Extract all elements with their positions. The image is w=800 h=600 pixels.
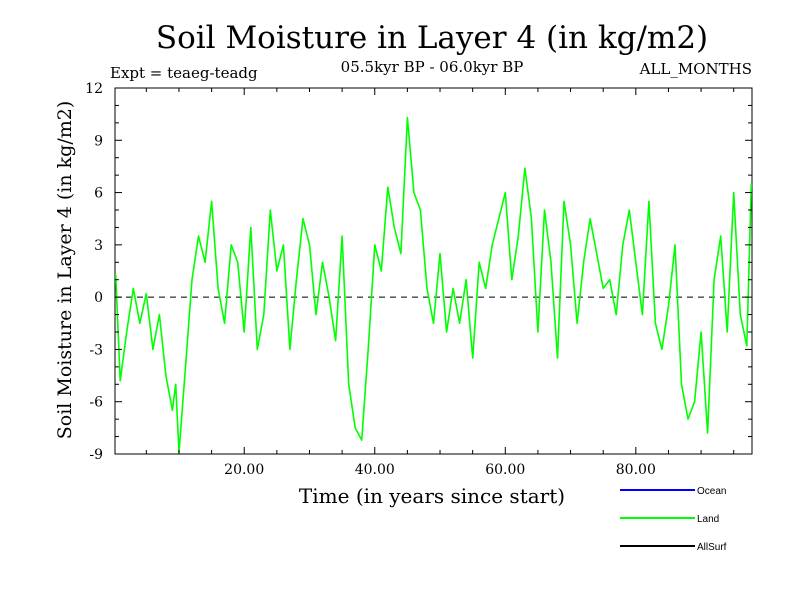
x-axis-label: Time (in years since start) (299, 484, 565, 508)
x-axis-ticks: 20.00 40.00 60.00 80.00 (145, 88, 735, 478)
series-line-land (114, 116, 753, 454)
y-tick-label: 3 (94, 238, 103, 254)
y-tick-label: -6 (89, 395, 103, 411)
x-tick-label: 60.00 (485, 462, 525, 478)
y-tick-label: 12 (85, 81, 103, 97)
plot-frame (114, 87, 753, 455)
chart-title: Soil Moisture in Layer 4 (in kg/m2) (156, 20, 708, 56)
legend-label-land: Land (697, 514, 719, 525)
expt-label: Expt = teaeg-teadg (110, 64, 258, 82)
chart-subtitle: 05.5kyr BP - 06.0kyr BP (341, 58, 524, 76)
series-group (114, 116, 753, 454)
plot-area (114, 87, 753, 455)
x-tick-label: 80.00 (616, 462, 656, 478)
legend-label-ocean: Ocean (697, 486, 726, 497)
y-tick-label: 9 (94, 133, 103, 149)
y-tick-label: -3 (89, 342, 103, 358)
y-axis-label: Soil Moisture in Layer 4 (in kg/m2) (54, 101, 76, 440)
x-tick-label: 20.00 (224, 462, 264, 478)
months-label: ALL_MONTHS (639, 60, 752, 78)
y-tick-label: 0 (94, 290, 103, 306)
y-tick-label: 6 (94, 186, 103, 202)
legend-label-allsurf: AllSurf (697, 542, 727, 553)
legend: Ocean Land AllSurf (620, 486, 727, 553)
y-axis-ticks: -9 -6 -3 0 3 6 9 12 (85, 81, 752, 463)
x-tick-label: 40.00 (355, 462, 395, 478)
y-tick-label: -9 (89, 447, 103, 463)
